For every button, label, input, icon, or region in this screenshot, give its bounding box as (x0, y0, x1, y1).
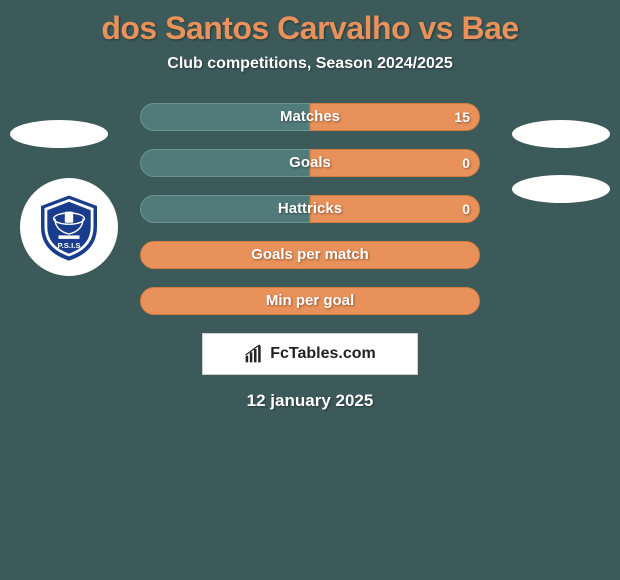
bar-label: Min per goal (140, 287, 480, 315)
player-right-placeholder (512, 120, 610, 148)
bar-row: Goals0 (140, 149, 480, 177)
club-right-placeholder (512, 175, 610, 203)
bar-label: Hattricks (140, 195, 480, 223)
attribution-text: FcTables.com (270, 345, 376, 363)
bar-value-right: 0 (462, 149, 470, 177)
bar-label: Matches (140, 103, 480, 131)
page-title: dos Santos Carvalho vs Bae (0, 0, 620, 47)
bar-row: Matches15 (140, 103, 480, 131)
comparison-bars: Matches15Goals0Hattricks0Goals per match… (140, 103, 480, 315)
chart-icon (244, 344, 264, 364)
bar-row: Min per goal (140, 287, 480, 315)
date-text: 12 january 2025 (0, 391, 620, 411)
player-left-placeholder (10, 120, 108, 148)
bar-label: Goals (140, 149, 480, 177)
attribution-badge: FcTables.com (202, 333, 418, 375)
bar-row: Goals per match (140, 241, 480, 269)
bar-value-right: 15 (454, 103, 470, 131)
svg-text:P.S.I.S: P.S.I.S (58, 241, 81, 250)
bar-value-right: 0 (462, 195, 470, 223)
page-subtitle: Club competitions, Season 2024/2025 (0, 55, 620, 73)
bar-label: Goals per match (140, 241, 480, 269)
bar-row: Hattricks0 (140, 195, 480, 223)
club-left-logo: P.S.I.S (20, 178, 118, 276)
psis-logo-icon: P.S.I.S (34, 192, 104, 262)
